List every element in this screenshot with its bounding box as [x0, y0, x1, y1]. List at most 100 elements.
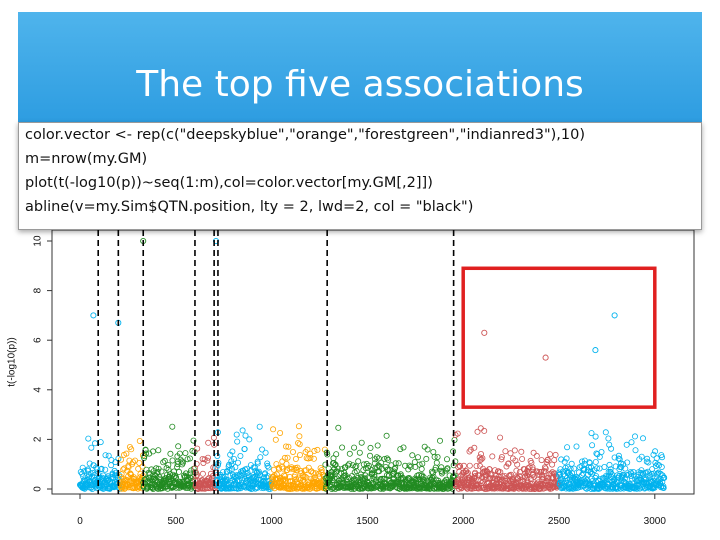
data-point: [605, 435, 612, 442]
data-point: [107, 483, 114, 490]
data-point: [449, 485, 456, 492]
data-point: [293, 476, 300, 483]
data-point: [598, 448, 605, 455]
data-point: [335, 424, 342, 431]
data-point: [226, 484, 233, 491]
data-point: [311, 447, 318, 454]
data-point: [194, 445, 201, 452]
data-point: [644, 455, 651, 462]
data-point: [568, 460, 575, 467]
data-point: [432, 466, 439, 473]
data-point: [660, 484, 667, 491]
data-point: [632, 447, 639, 454]
data-point: [421, 443, 428, 450]
data-point: [530, 449, 537, 456]
data-point: [538, 457, 545, 464]
data-point: [518, 448, 525, 455]
data-point: [623, 441, 630, 448]
data-point: [84, 477, 91, 484]
y-tick-label: 0: [33, 486, 44, 492]
data-point: [128, 446, 135, 453]
data-point: [489, 453, 496, 460]
data-point: [272, 436, 279, 443]
data-point: [508, 471, 515, 478]
data-point: [372, 456, 379, 463]
data-point: [330, 455, 337, 462]
data-point: [537, 485, 544, 492]
data-point: [358, 439, 365, 446]
data-point: [639, 470, 646, 477]
data-point: [172, 474, 179, 481]
data-point: [353, 468, 360, 475]
data-point: [499, 473, 506, 480]
data-point: [155, 447, 162, 454]
data-point: [134, 485, 141, 492]
data-point: [471, 444, 478, 451]
data-point: [418, 472, 425, 479]
data-point: [296, 441, 303, 448]
data-point: [178, 458, 185, 465]
data-point: [296, 433, 303, 440]
data-point: [419, 460, 426, 467]
data-point: [620, 471, 627, 478]
data-point: [230, 455, 237, 462]
data-point: [588, 430, 595, 437]
data-point: [472, 472, 479, 479]
data-point: [176, 450, 183, 457]
data-point: [479, 455, 486, 462]
data-point: [261, 477, 268, 484]
data-point: [653, 455, 660, 462]
data-point: [93, 464, 100, 471]
data-point: [430, 448, 437, 455]
data-point: [127, 470, 134, 477]
data-point: [513, 467, 520, 474]
data-point: [480, 484, 487, 491]
data-point: [498, 453, 505, 460]
data-point: [175, 443, 182, 450]
data-point: [289, 448, 296, 455]
data-point: [529, 464, 536, 471]
slide-title: The top five associations: [136, 64, 584, 105]
data-point: [592, 347, 599, 354]
y-tick-label: 6: [33, 337, 44, 343]
data-point: [295, 475, 302, 482]
data-point: [507, 450, 514, 457]
data-point: [346, 460, 353, 467]
data-point: [564, 444, 571, 451]
data-point: [280, 465, 287, 472]
data-point: [545, 474, 552, 481]
data-point: [478, 456, 485, 463]
data-point: [165, 461, 172, 468]
data-point: [295, 423, 302, 430]
data-point: [612, 463, 619, 470]
data-point: [491, 467, 498, 474]
data-point: [563, 455, 570, 462]
data-point: [592, 433, 599, 440]
data-point: [473, 462, 480, 469]
data-point: [497, 434, 504, 441]
data-point: [541, 464, 548, 471]
data-point: [186, 455, 193, 462]
x-tick-label: 1000: [260, 516, 283, 527]
y-axis-label: t(-log10(p)): [7, 337, 18, 386]
data-point: [588, 464, 595, 471]
data-point: [285, 443, 292, 450]
data-point: [524, 475, 531, 482]
data-point: [295, 439, 302, 446]
data-point: [163, 464, 170, 471]
data-point: [514, 461, 521, 468]
data-point: [439, 468, 446, 475]
data-point: [383, 432, 390, 439]
data-point: [262, 449, 269, 456]
data-point: [463, 470, 470, 477]
data-point: [652, 448, 659, 455]
data-point: [381, 479, 388, 486]
data-point: [254, 460, 261, 467]
data-point: [366, 452, 373, 459]
data-point: [118, 456, 125, 463]
x-tick-label: 2000: [452, 516, 475, 527]
data-point: [94, 466, 101, 473]
data-point: [169, 457, 176, 464]
data-point: [374, 442, 381, 449]
